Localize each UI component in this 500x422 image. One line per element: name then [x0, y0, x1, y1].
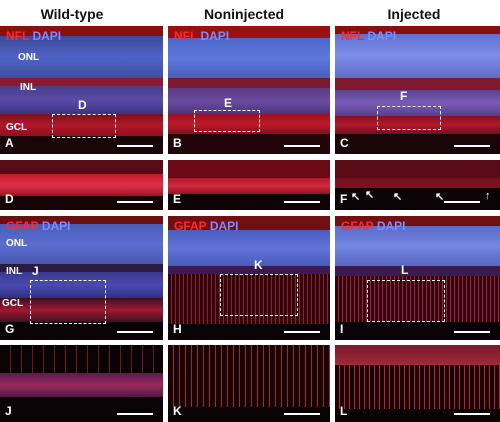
- panel-letter-d: D: [5, 192, 14, 206]
- inset-box-c: [377, 106, 441, 130]
- header-wild-type: Wild-type: [40, 6, 104, 22]
- layer-onl-g: ONL: [6, 238, 28, 249]
- stain-label-i: GFAP DAPI: [341, 219, 406, 233]
- stain-label-c: NFL DAPI: [341, 29, 397, 43]
- panel-letter-a: A: [5, 136, 14, 150]
- scale-bar-i: [454, 331, 490, 333]
- scale-bar-f: [444, 201, 480, 203]
- stain-label-g: GFAP DAPI: [6, 219, 71, 233]
- scale-bar-l: [454, 413, 490, 415]
- arrow-icon-2: ↖: [365, 189, 375, 201]
- panel-letter-l: L: [340, 404, 348, 418]
- layer-gcl-g: GCL: [2, 298, 24, 309]
- panel-a: NFL DAPI ONL INL GCL D A: [0, 26, 163, 154]
- layer-inl-g: INL: [6, 266, 23, 277]
- inset-box-h: [220, 274, 298, 316]
- layer-onl-a: ONL: [18, 52, 40, 63]
- panel-letter-k: K: [173, 404, 182, 418]
- panel-c: NFL DAPI F C: [335, 26, 500, 154]
- inset-label-i: L: [401, 263, 409, 277]
- scale-bar-c: [454, 145, 490, 147]
- layer-gcl-a: GCL: [6, 122, 28, 133]
- panel-letter-j: J: [5, 404, 12, 418]
- stain-label-h: GFAP DAPI: [174, 219, 239, 233]
- panel-letter-i: I: [340, 322, 344, 336]
- scale-bar-j: [117, 413, 153, 415]
- scale-bar-b: [284, 145, 320, 147]
- panel-letter-e: E: [173, 192, 182, 206]
- panel-k: K: [168, 345, 330, 422]
- arrow-icon-3: ↖: [393, 191, 403, 203]
- panel-e: E: [168, 160, 330, 210]
- arrow-icon-1: ↖: [351, 191, 361, 203]
- inset-label-h: K: [254, 258, 263, 272]
- scale-bar-h: [284, 331, 320, 333]
- panel-b: NFL DAPI E B: [168, 26, 330, 154]
- stain-label-b: NFL DAPI: [174, 29, 230, 43]
- inset-label-g: J: [32, 264, 39, 278]
- panel-l: L: [335, 345, 500, 422]
- panel-h: GFAP DAPI K H: [168, 216, 330, 340]
- panel-i: GFAP DAPI L I: [335, 216, 500, 340]
- panel-j: J: [0, 345, 163, 422]
- header-injected: Injected: [387, 6, 441, 22]
- arrow-icon-5: ↑: [485, 190, 491, 202]
- panel-f: ↖ ↖ ↖ ↖ ↑ F: [335, 160, 500, 210]
- panel-g: GFAP DAPI ONL INL GCL J G: [0, 216, 163, 340]
- panel-letter-b: B: [173, 136, 182, 150]
- panel-d: D: [0, 160, 163, 210]
- inset-label-b: E: [224, 96, 233, 110]
- inset-label-a: D: [78, 98, 87, 112]
- arrow-icon-4: ↖: [435, 191, 445, 203]
- inset-box-i: [367, 280, 445, 322]
- stain-label-a: NFL DAPI: [6, 29, 62, 43]
- panel-letter-g: G: [5, 322, 15, 336]
- scale-bar-a: [117, 145, 153, 147]
- scale-bar-d: [117, 201, 153, 203]
- layer-inl-a: INL: [20, 82, 37, 93]
- inset-label-c: F: [400, 89, 408, 103]
- inset-box-b: [194, 110, 260, 132]
- scale-bar-g: [117, 331, 153, 333]
- panel-letter-f: F: [340, 192, 348, 206]
- inset-box-g: [30, 280, 106, 324]
- scale-bar-e: [284, 201, 320, 203]
- header-noninjected: Noninjected: [203, 6, 285, 22]
- panel-letter-h: H: [173, 322, 182, 336]
- inset-box-a: [52, 114, 116, 138]
- panel-letter-c: C: [340, 136, 349, 150]
- scale-bar-k: [284, 413, 320, 415]
